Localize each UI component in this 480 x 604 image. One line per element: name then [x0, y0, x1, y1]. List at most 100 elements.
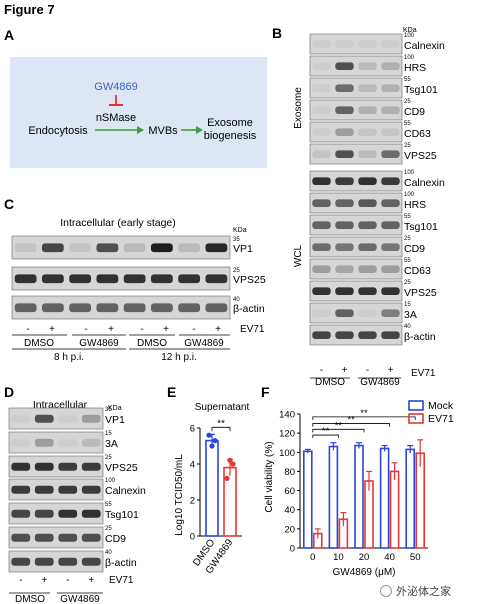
label-wcl-cd63: CD63 — [404, 265, 431, 277]
marker-wcl-cd9: 25 — [404, 236, 411, 242]
exosome-line1: Exosome — [207, 117, 253, 129]
chart-f-bar-mock-10 — [328, 445, 339, 549]
ev71-label-b: EV71 — [411, 368, 436, 379]
chart-e-point-gw4869-1 — [227, 457, 233, 463]
chart-f-ytick-label: 0 — [290, 544, 295, 555]
marker-wcl-3a: 15 — [404, 302, 411, 308]
marker-wcl-calnexin: 100 — [404, 170, 415, 176]
marker-d-tsg101: 55 — [105, 502, 112, 508]
chart-f-sig-label-1: ** — [335, 420, 343, 431]
panel-label-b: B — [272, 25, 283, 41]
chart-e-ylabel: Log10 TCID50/mL — [174, 454, 185, 536]
chart-f-xtick-20: 20 — [359, 552, 370, 563]
watermark-logo-icon — [380, 585, 392, 597]
time-label-8h: 8 h p.i. — [54, 352, 84, 363]
group-label-c-2: GW4869 — [79, 338, 119, 349]
wcl-group-label: WCL — [293, 244, 304, 267]
chart-e-ytick-label: 2 — [190, 496, 195, 507]
label-c-vp1: VP1 — [233, 243, 253, 255]
marker-c-vp1: 35 — [233, 237, 240, 243]
group-label-b-dmso: DMSO — [315, 377, 345, 388]
marker-d-cd9: 25 — [105, 526, 112, 532]
marker-exo-cd9: 25 — [404, 99, 411, 105]
marker-d-vps25: 25 — [105, 455, 112, 461]
ev71-sign-b-1: + — [342, 365, 348, 376]
wcl-blot-cd9 — [309, 236, 403, 258]
exosome-blot-cd63 — [309, 121, 403, 143]
chart-f-bar-mock-20 — [354, 444, 364, 549]
label-wcl-vps25: VPS25 — [404, 287, 437, 299]
group-label-b-gw4869: GW4869 — [360, 377, 400, 388]
marker-wcl-hrs: 100 — [404, 192, 415, 198]
inhibitor-label: GW4869 — [94, 81, 137, 93]
ev71-sign-d-2: - — [66, 575, 69, 586]
chart-e-title: Supernatant — [195, 402, 250, 413]
watermark-text: 外泌体之家 — [396, 586, 451, 598]
exosome-blot-tsg101 — [309, 77, 403, 99]
label-d-actin: β-actin — [105, 557, 137, 569]
figure-title: Figure 7 — [4, 2, 55, 17]
time-label-12h: 12 h p.i. — [161, 352, 197, 363]
d-blot-tsg101 — [8, 502, 104, 525]
ev71-sign-b-2: - — [366, 365, 369, 376]
ev71-sign-b-3: + — [388, 365, 394, 376]
endocytosis-label: Endocytosis — [28, 125, 88, 137]
panel-f-chart: Cell viability (%) GW4869 (μM) 0 20 40 60 80… — [264, 400, 454, 578]
ev71-sign-d-0: - — [19, 575, 22, 586]
label-d-cd9: CD9 — [105, 533, 126, 545]
chart-e-sig-label: ** — [217, 418, 225, 429]
d-blot-cd9 — [8, 526, 104, 549]
wcl-blot-vps25 — [309, 280, 403, 302]
marker-exo-cd63: 55 — [404, 121, 411, 127]
d-blot-vps25 — [8, 455, 104, 478]
chart-f-ylabel: Cell viability (%) — [264, 441, 275, 512]
watermark: 外泌体之家 — [380, 583, 451, 599]
label-exo-tsg101: Tsg101 — [404, 84, 438, 96]
ev71-label-c: EV71 — [240, 324, 265, 335]
marker-wcl-actin: 40 — [404, 324, 411, 330]
chart-e-ytick-label: 4 — [190, 460, 195, 471]
ev71-sign-d-3: + — [88, 575, 94, 586]
chart-e-point-dmso-0 — [206, 432, 212, 438]
chart-f-ytick-label: 120 — [279, 429, 295, 440]
marker-wcl-cd63: 55 — [404, 258, 411, 264]
panel-d-blot: Intracellular KDa 35VP1153A25VPS25100Cal… — [8, 399, 146, 604]
enzyme-label: nSMase — [96, 112, 136, 124]
ev71-sign-d-1: + — [41, 575, 47, 586]
label-d-calnexin: Calnexin — [105, 485, 146, 497]
marker-d-calnexin: 100 — [105, 478, 116, 484]
chart-e-ytick-label: 6 — [190, 424, 195, 435]
label-exo-cd63: CD63 — [404, 128, 431, 140]
label-wcl-3a: 3A — [404, 309, 417, 321]
chart-f-xtick-10: 10 — [333, 552, 344, 563]
panel-label-e: E — [167, 384, 177, 400]
chart-f-ytick-label: 40 — [284, 505, 295, 516]
chart-f-sig-bracket-2 — [312, 423, 390, 427]
exosome-group-label: Exosome — [293, 87, 304, 129]
label-c-vps25: VPS25 — [233, 274, 266, 286]
exosome-blot-hrs — [309, 55, 403, 77]
chart-f-xtick-40: 40 — [384, 552, 395, 563]
d-blot-calnexin — [8, 478, 104, 501]
chart-f-sig-label-3: ** — [360, 408, 368, 419]
chart-f-legend-label-ev71: EV71 — [428, 413, 454, 425]
panel-label-c: C — [4, 196, 15, 212]
chart-e-point-dmso-2 — [212, 438, 218, 444]
label-wcl-hrs: HRS — [404, 199, 426, 211]
marker-exo-hrs: 100 — [404, 55, 415, 61]
chart-f-ytick-label: 100 — [279, 448, 295, 459]
chart-f-ytick-label: 140 — [279, 410, 295, 421]
panel-a-diagram: GW4869 nSMase Endocytosis MVBs Exosome b… — [10, 57, 267, 168]
arrow-head-2 — [196, 126, 203, 134]
c-blot-vps25 — [11, 266, 231, 291]
marker-d-vp1: 35 — [105, 407, 112, 413]
chart-f-ytick-label: 80 — [284, 467, 295, 478]
ev71-sign-c-1: + — [49, 324, 55, 335]
group-label-c-1: DMSO — [24, 338, 54, 349]
chart-f-xtick-0: 0 — [310, 552, 315, 563]
chart-f-ytick-label: 20 — [284, 524, 295, 535]
ev71-label-d: EV71 — [109, 575, 134, 586]
wcl-blot-hrs — [309, 192, 403, 214]
chart-e-ytick-label: 0 — [190, 532, 195, 543]
ev71-sign-b-0: - — [320, 365, 323, 376]
